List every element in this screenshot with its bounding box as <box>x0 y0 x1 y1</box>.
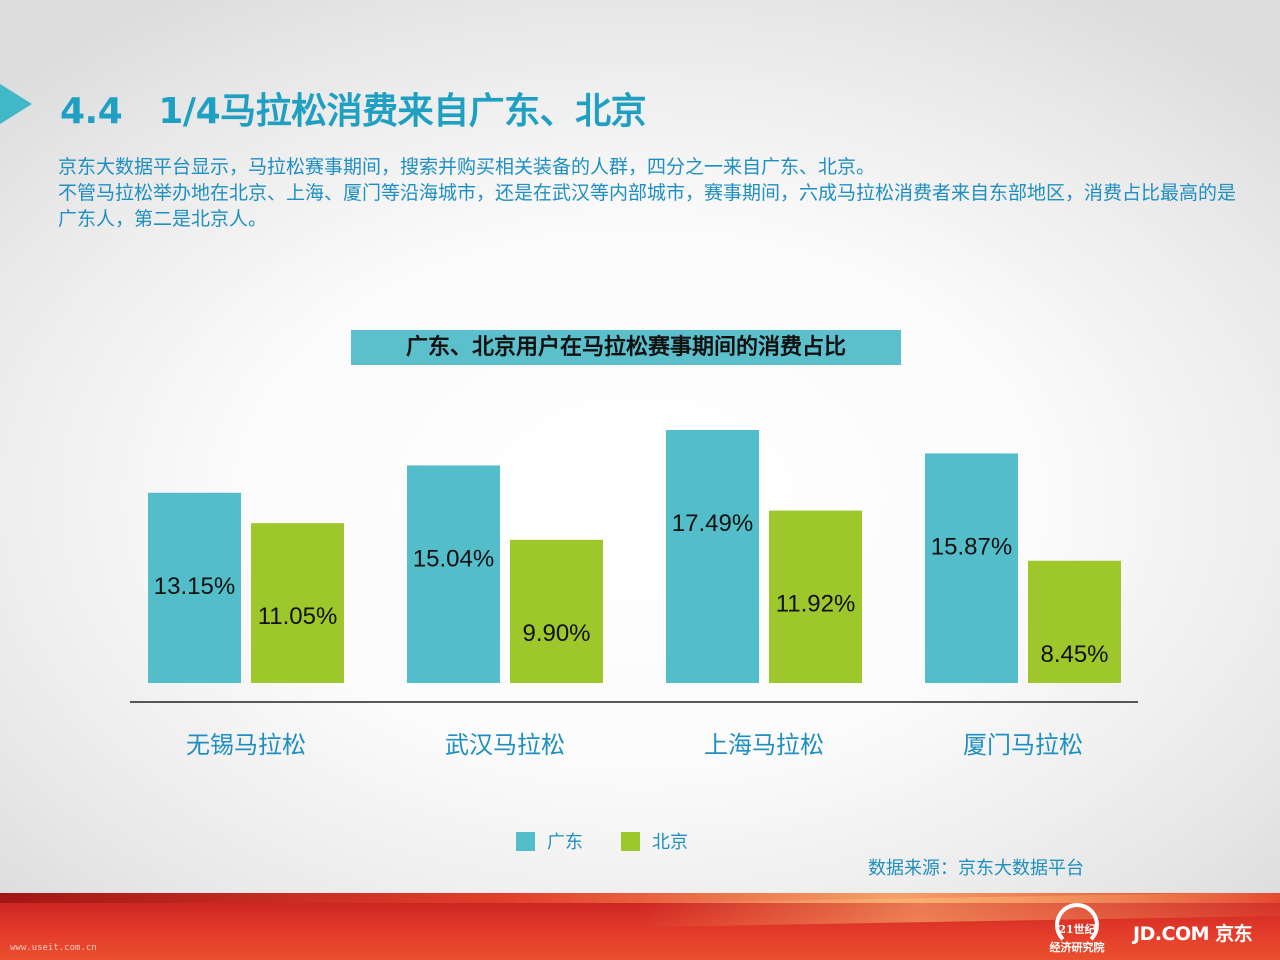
data-label-guangdong-0: 13.15% <box>154 573 235 600</box>
legend-item-beijing: 北京 <box>621 828 688 854</box>
data-label-beijing-3: 8.45% <box>1040 641 1108 668</box>
description-line-1: 京东大数据平台显示，马拉松赛事期间，搜索并购买相关装备的人群，四分之一来自广东、… <box>58 156 876 178</box>
title-arrow-icon <box>0 84 32 124</box>
legend-label-guangdong: 广东 <box>547 832 583 853</box>
page-title: 4.4 1/4马拉松消费来自广东、北京 <box>60 91 647 132</box>
bar-guangdong-0 <box>148 492 241 683</box>
category-label-1: 武汉马拉松 <box>445 731 565 759</box>
bar-guangdong-1 <box>407 465 500 683</box>
bar-beijing-3 <box>1028 560 1121 683</box>
bar-guangdong-3 <box>925 453 1018 683</box>
data-label-beijing-0: 11.05% <box>258 603 338 630</box>
bar-beijing-1 <box>510 539 603 683</box>
legend-item-guangdong: 广东 <box>516 828 583 854</box>
bar-beijing-2 <box>769 510 862 683</box>
institute-logo-line1: 21世纪 <box>1058 923 1096 936</box>
description-line-2: 不管马拉松举办地在北京、上海、厦门等沿海城市，还是在武汉等内部城市，赛事期间，六… <box>58 182 1237 230</box>
legend-swatch-beijing <box>621 831 640 851</box>
legend-swatch-guangdong <box>516 831 535 851</box>
jd-brand-logo: JD.COM 京东 <box>1133 923 1253 945</box>
footer-url: www.useit.com.cn <box>10 943 97 953</box>
bar-beijing-0 <box>251 523 344 683</box>
data-label-guangdong-1: 15.04% <box>413 545 494 572</box>
institute-logo: 21世纪 经济研究院 <box>1048 903 1106 957</box>
bar-guangdong-2 <box>666 430 759 683</box>
category-label-3: 厦门马拉松 <box>963 731 1083 759</box>
chart-legend: 广东 北京 <box>516 828 726 854</box>
footer-stripe <box>0 893 1280 903</box>
category-label-0: 无锡马拉松 <box>186 731 306 759</box>
data-label-beijing-2: 11.92% <box>776 591 856 618</box>
institute-logo-arc-icon <box>1055 903 1099 947</box>
data-source: 数据来源：京东大数据平台 <box>868 858 1084 879</box>
footer-banner: www.useit.com.cn 21世纪 经济研究院 JD.COM 京东 <box>0 893 1280 960</box>
category-label-2: 上海马拉松 <box>704 731 824 759</box>
description: 京东大数据平台显示，马拉松赛事期间，搜索并购买相关装备的人群，四分之一来自广东、… <box>58 154 1238 232</box>
institute-logo-line2: 经济研究院 <box>1049 941 1105 954</box>
legend-label-beijing: 北京 <box>652 832 688 853</box>
data-label-beijing-1: 9.90% <box>522 620 590 647</box>
data-label-guangdong-2: 17.49% <box>672 510 753 537</box>
data-label-guangdong-3: 15.87% <box>931 533 1012 560</box>
chart-title: 广东、北京用户在马拉松赛事期间的消费占比 <box>351 330 901 365</box>
